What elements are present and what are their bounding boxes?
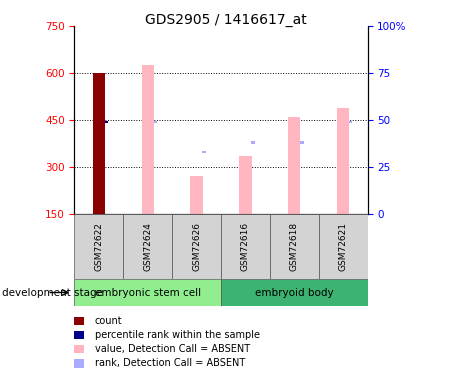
Bar <box>270 214 319 279</box>
Text: percentile rank within the sample: percentile rank within the sample <box>95 330 260 340</box>
Text: GDS2905 / 1416617_at: GDS2905 / 1416617_at <box>145 13 306 27</box>
Text: embryonic stem cell: embryonic stem cell <box>95 288 201 297</box>
Text: GSM72618: GSM72618 <box>290 222 299 271</box>
Bar <box>190 176 202 214</box>
Bar <box>153 121 157 123</box>
Bar <box>319 214 368 279</box>
Bar <box>300 141 304 144</box>
Bar <box>202 151 206 153</box>
Bar <box>93 73 105 214</box>
Bar <box>123 214 172 279</box>
Bar <box>105 121 108 123</box>
Bar <box>239 156 252 214</box>
Bar <box>142 65 154 214</box>
Text: development stage: development stage <box>2 288 103 297</box>
Bar <box>74 214 123 279</box>
Bar <box>288 117 300 214</box>
Text: GSM72626: GSM72626 <box>192 222 201 271</box>
Text: value, Detection Call = ABSENT: value, Detection Call = ABSENT <box>95 344 250 354</box>
Bar <box>349 121 352 123</box>
Text: embryoid body: embryoid body <box>255 288 334 297</box>
Text: GSM72616: GSM72616 <box>241 222 250 271</box>
Bar <box>251 141 255 144</box>
Bar <box>337 108 349 214</box>
Bar <box>74 279 221 306</box>
Text: GSM72622: GSM72622 <box>94 222 103 271</box>
Text: GSM72621: GSM72621 <box>339 222 348 271</box>
Bar <box>221 214 270 279</box>
Bar <box>221 279 368 306</box>
Text: rank, Detection Call = ABSENT: rank, Detection Call = ABSENT <box>95 358 245 368</box>
Text: count: count <box>95 316 122 326</box>
Bar <box>172 214 221 279</box>
Text: GSM72624: GSM72624 <box>143 222 152 271</box>
